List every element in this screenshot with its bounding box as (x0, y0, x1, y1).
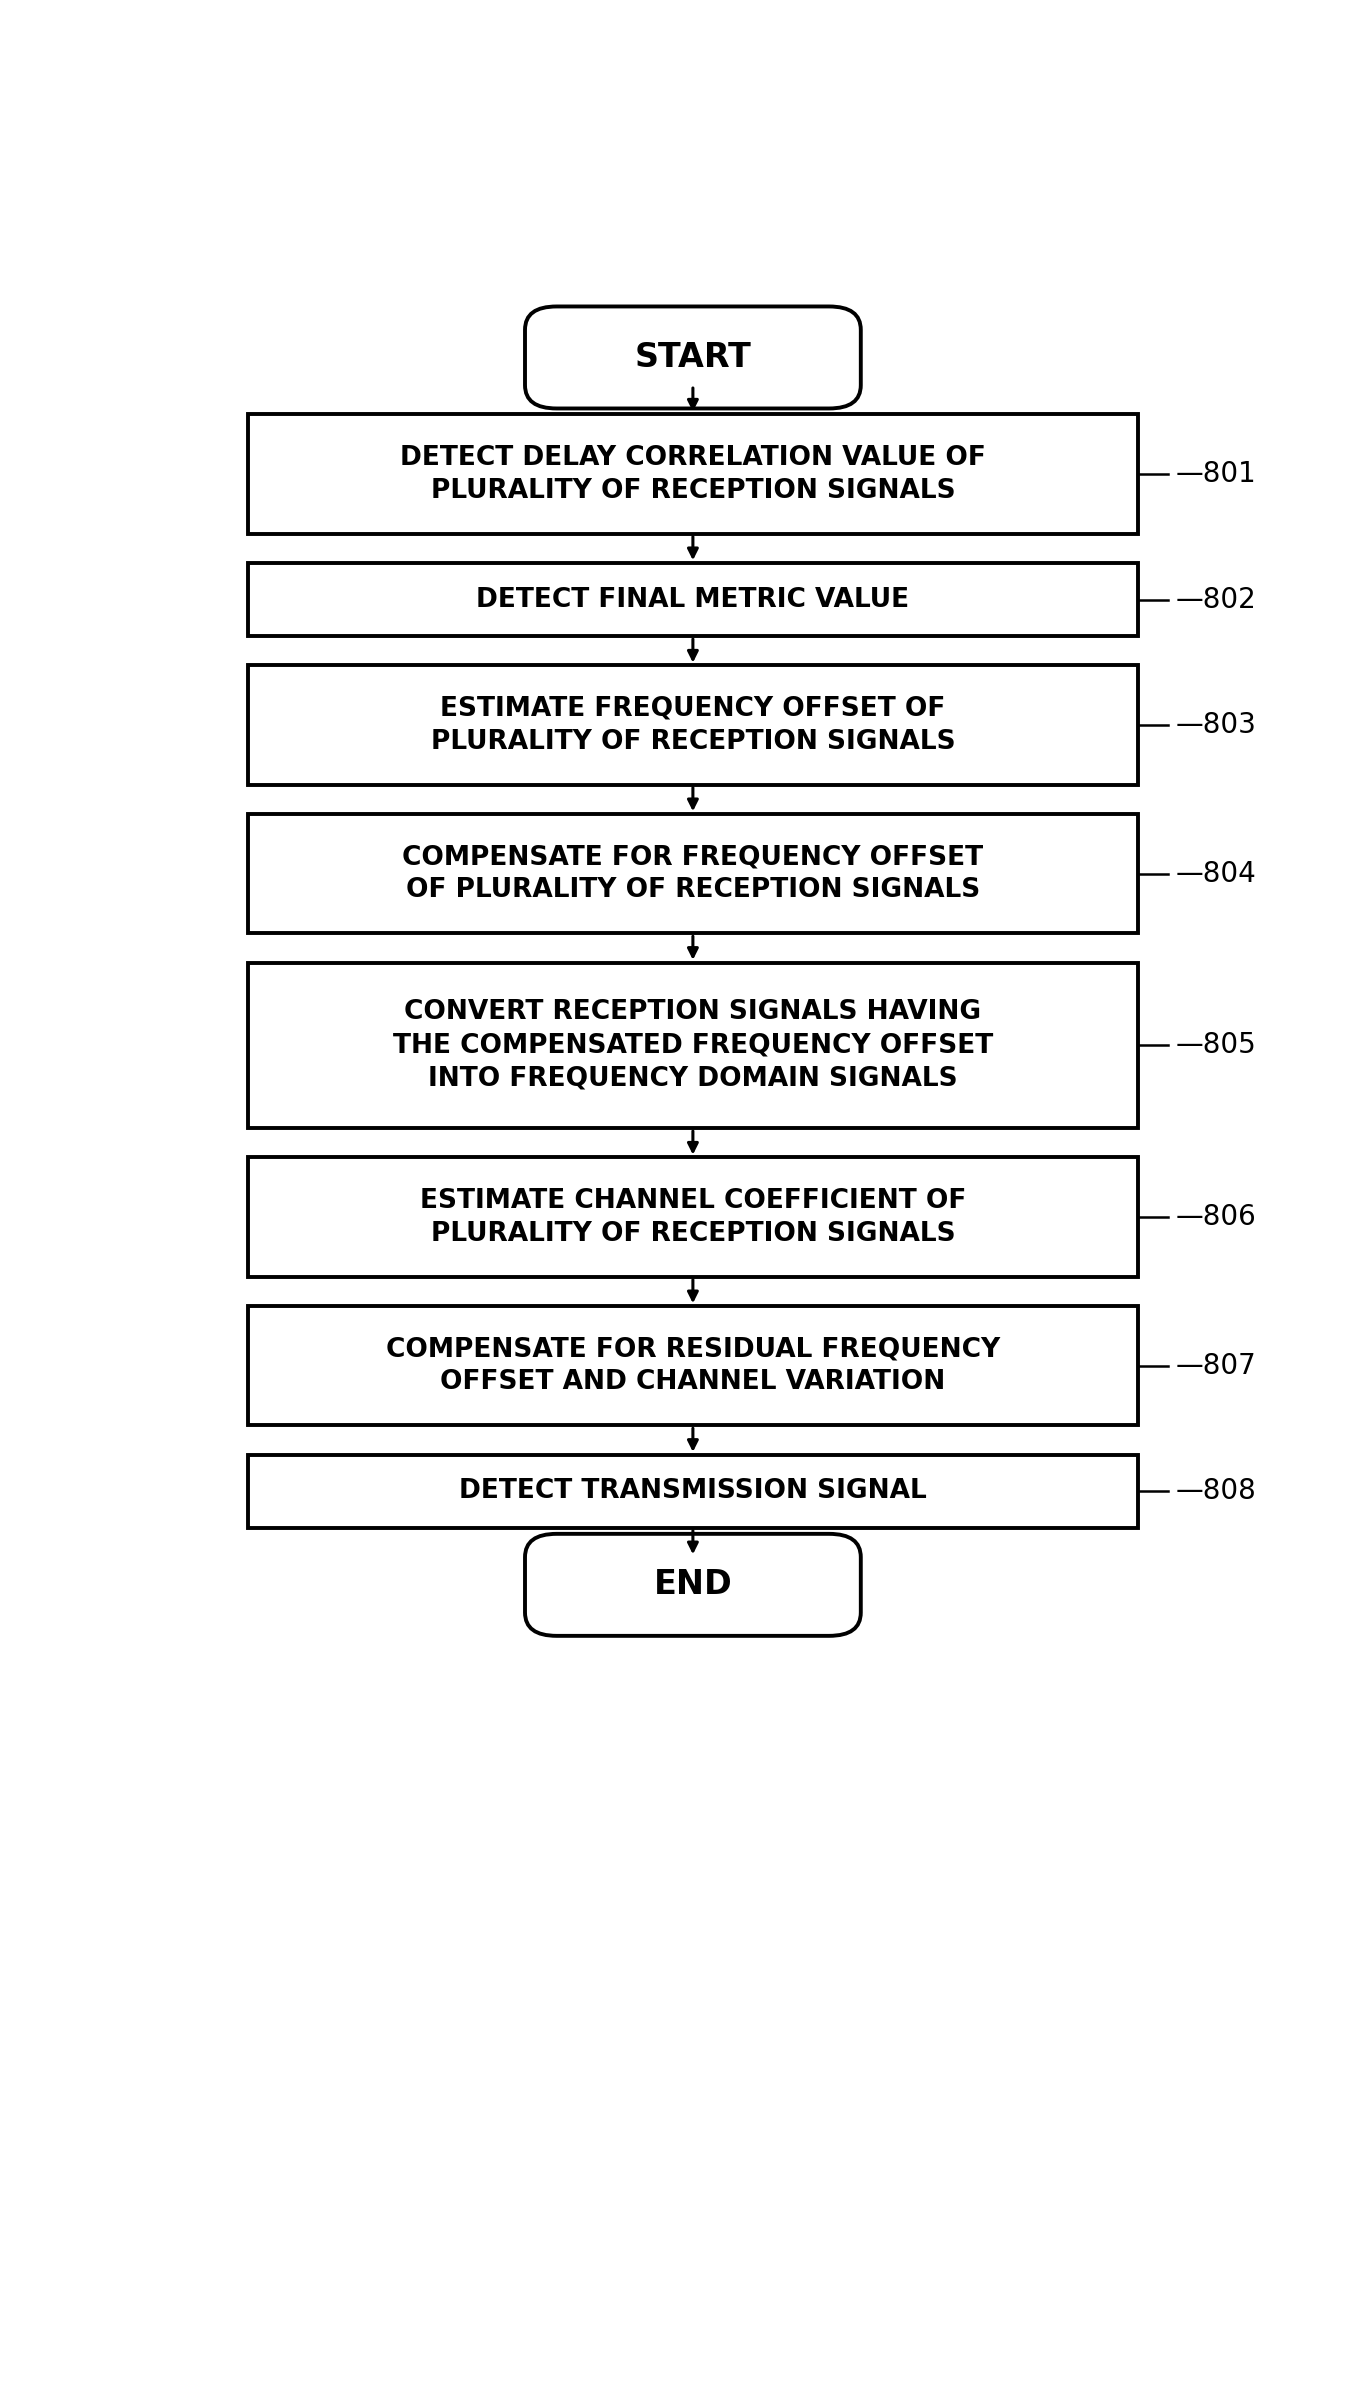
Text: DETECT FINAL METRIC VALUE: DETECT FINAL METRIC VALUE (476, 587, 910, 613)
FancyBboxPatch shape (525, 1533, 861, 1636)
Text: END: END (653, 1569, 733, 1602)
FancyBboxPatch shape (525, 307, 861, 410)
Text: —804: —804 (1176, 860, 1257, 889)
Text: START: START (634, 340, 752, 374)
Text: ESTIMATE FREQUENCY OFFSET OF
PLURALITY OF RECEPTION SIGNALS: ESTIMATE FREQUENCY OFFSET OF PLURALITY O… (430, 695, 956, 754)
Text: —805: —805 (1176, 1032, 1257, 1059)
Text: CONVERT RECEPTION SIGNALS HAVING
THE COMPENSATED FREQUENCY OFFSET
INTO FREQUENCY: CONVERT RECEPTION SIGNALS HAVING THE COM… (393, 999, 992, 1092)
Text: —806: —806 (1176, 1202, 1257, 1231)
Text: DETECT TRANSMISSION SIGNAL: DETECT TRANSMISSION SIGNAL (460, 1478, 926, 1504)
Text: —803: —803 (1176, 711, 1257, 740)
Text: —801: —801 (1176, 460, 1257, 489)
Text: ESTIMATE CHANNEL COEFFICIENT OF
PLURALITY OF RECEPTION SIGNALS: ESTIMATE CHANNEL COEFFICIENT OF PLURALIT… (419, 1188, 967, 1248)
Bar (247, 414, 1138, 534)
Bar (247, 814, 1138, 934)
Text: —808: —808 (1176, 1478, 1257, 1506)
Bar (247, 1157, 1138, 1277)
Text: COMPENSATE FOR FREQUENCY OFFSET
OF PLURALITY OF RECEPTION SIGNALS: COMPENSATE FOR FREQUENCY OFFSET OF PLURA… (403, 845, 983, 903)
Text: —802: —802 (1176, 587, 1257, 613)
Text: COMPENSATE FOR RESIDUAL FREQUENCY
OFFSET AND CHANNEL VARIATION: COMPENSATE FOR RESIDUAL FREQUENCY OFFSET… (385, 1336, 1000, 1396)
Bar (247, 1454, 1138, 1528)
Bar (247, 963, 1138, 1128)
Text: DETECT DELAY CORRELATION VALUE OF
PLURALITY OF RECEPTION SIGNALS: DETECT DELAY CORRELATION VALUE OF PLURAL… (400, 445, 986, 503)
Bar (247, 1305, 1138, 1425)
Bar (247, 666, 1138, 786)
Text: —807: —807 (1176, 1351, 1257, 1380)
Bar (247, 563, 1138, 637)
